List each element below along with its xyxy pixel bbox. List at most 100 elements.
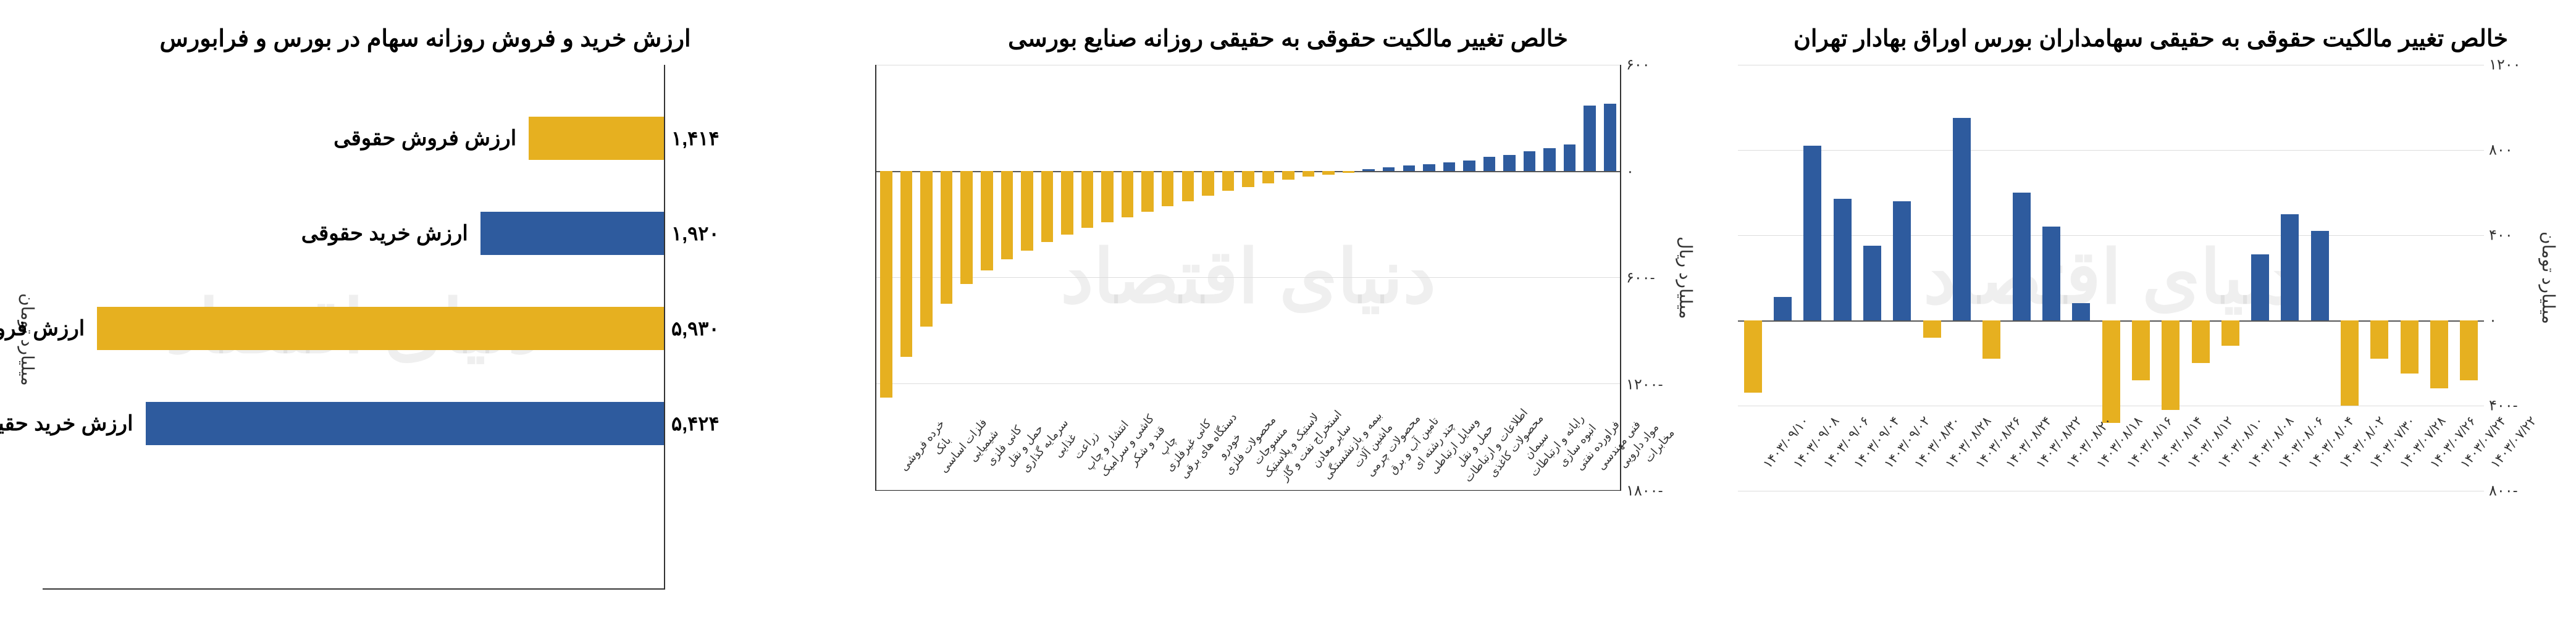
bar — [900, 171, 913, 357]
bar — [1604, 104, 1616, 171]
y-tick: -۶۰۰ — [1621, 269, 1671, 287]
chart3-xlabels: ۱۴۰۳/۰۷/۲۲۱۴۰۳/۰۷/۲۴۱۴۰۳/۰۷/۲۶۱۴۰۳/۰۷/۲۸… — [1738, 491, 2496, 614]
hbar: ۵,۹۳۰ — [97, 307, 664, 350]
hbar: ۱,۴۱۴ — [529, 117, 664, 160]
bar — [1564, 144, 1576, 171]
y-tick: ۶۰۰ — [1621, 56, 1671, 74]
hbar-label: ارزش فروش حقیقی — [0, 316, 97, 341]
bar — [1423, 164, 1435, 171]
hbar-row: ارزش خرید حقیقی۵,۴۲۴ — [146, 402, 664, 445]
hbar-row: ارزش فروش حقیقی۵,۹۳۰ — [97, 307, 664, 350]
bar — [1744, 320, 1762, 393]
bar — [1061, 171, 1073, 235]
bar — [1403, 165, 1416, 171]
bar — [2341, 320, 2359, 406]
bar — [2192, 320, 2210, 363]
industries-chart-panel: خالص تغییر مالکیت حقوقی به حقیقی روزانه … — [875, 25, 1701, 614]
chart3-title: خالص تغییر مالکیت حقوقی به حقیقی سهامدار… — [1738, 25, 2564, 52]
bar — [960, 171, 973, 284]
bar — [2251, 254, 2269, 320]
bar — [1041, 171, 1054, 242]
chart1-body: میلیارد تومان دنیای اقتصاد ارزش فروش حقو… — [12, 65, 838, 614]
y-tick: ۴۰۰ — [2484, 227, 2533, 244]
bar — [941, 171, 953, 304]
bar — [1021, 171, 1033, 251]
bar — [1463, 161, 1475, 171]
bar — [1543, 148, 1556, 171]
hbar-value: ۵,۴۲۴ — [671, 412, 720, 435]
bar — [2042, 227, 2060, 320]
bar — [1322, 171, 1335, 175]
bar — [1584, 106, 1596, 171]
bar — [2460, 320, 2478, 380]
y-tick: -۱۲۰۰ — [1621, 375, 1671, 393]
bar — [2401, 320, 2419, 374]
bar — [2162, 320, 2180, 410]
bar — [2072, 303, 2090, 320]
bar — [1362, 169, 1375, 171]
bar — [1202, 171, 1214, 196]
bar — [1101, 171, 1114, 222]
bar — [920, 171, 933, 327]
y-tick: ۸۰۰ — [2484, 141, 2533, 159]
hbar: ۱,۹۲۰ — [480, 212, 664, 255]
chart2-xlabels: مخابراتمواد داروییفنی مهندسیفراورده نفتی… — [875, 491, 1633, 614]
bar — [1443, 162, 1456, 171]
bar — [2221, 320, 2239, 346]
hbar-value: ۱,۹۲۰ — [671, 222, 720, 245]
hbar-label: ارزش فروش حقوقی — [334, 126, 529, 151]
bar-slot — [876, 65, 897, 490]
bar — [1122, 171, 1134, 217]
bar — [1162, 171, 1174, 206]
bar — [1524, 151, 1536, 171]
bar — [1893, 201, 1911, 320]
bar — [2311, 231, 2329, 320]
hbar-chart-panel: ارزش خرید و فروش روزانه سهام در بورس و ف… — [12, 25, 838, 614]
chart1-plot: دنیای اقتصاد ارزش فروش حقوقی۱,۴۱۴ارزش خر… — [43, 65, 665, 590]
bar — [981, 171, 993, 270]
bar — [1923, 320, 1941, 338]
bar — [1774, 297, 1792, 320]
hbar-value: ۱,۴۱۴ — [671, 127, 720, 150]
bar — [1222, 171, 1235, 191]
bar — [1001, 171, 1013, 259]
bar-slot — [896, 65, 917, 490]
bar — [2370, 320, 2388, 359]
bar — [1282, 171, 1294, 180]
chart3-ylabel: میلیارد تومان — [2533, 232, 2564, 324]
chart3-body: ۱۲۰۰۸۰۰۴۰۰۰-۴۰۰-۸۰۰ میلیارد تومان دنیای … — [1738, 65, 2564, 614]
bar — [1081, 171, 1094, 228]
hbar-label: ارزش خرید حقوقی — [301, 221, 480, 246]
bar — [1383, 167, 1395, 171]
bar — [1503, 155, 1516, 171]
chart2-title: خالص تغییر مالکیت حقوقی به حقیقی روزانه … — [875, 25, 1701, 52]
bar — [1953, 118, 1971, 320]
bar — [2430, 320, 2448, 388]
hbar-row: ارزش خرید حقوقی۱,۹۲۰ — [480, 212, 664, 255]
chart1-title: ارزش خرید و فروش روزانه سهام در بورس و ف… — [12, 25, 838, 52]
chart2-ylabel: میلیارد ریال — [1671, 236, 1701, 319]
bar — [1182, 171, 1194, 201]
bar — [1262, 171, 1275, 183]
y-tick: ۱۲۰۰ — [2484, 56, 2533, 74]
bar — [1343, 171, 1355, 173]
bar-slot — [1738, 65, 1768, 491]
bar — [1982, 320, 2000, 359]
bar — [2281, 214, 2299, 321]
bar — [1303, 171, 1315, 177]
bar — [1141, 171, 1154, 212]
bar — [2132, 320, 2150, 380]
hbar-label: ارزش خرید حقیقی — [0, 411, 146, 436]
bar — [880, 171, 892, 398]
hbar: ۵,۴۲۴ — [146, 402, 664, 445]
y-tick: ۰ — [1621, 162, 1671, 180]
bar — [1863, 246, 1881, 320]
bar — [1803, 146, 1821, 320]
bar — [1242, 171, 1254, 187]
bar — [2013, 193, 2031, 320]
hbar-value: ۵,۹۳۰ — [671, 317, 720, 340]
bar — [1483, 157, 1496, 171]
dates-chart-panel: خالص تغییر مالکیت حقوقی به حقیقی سهامدار… — [1738, 25, 2564, 614]
bar — [1834, 199, 1852, 320]
chart2-body: ۶۰۰۰-۶۰۰-۱۲۰۰-۱۸۰۰ میلیارد ریال دنیای اق… — [875, 65, 1701, 614]
